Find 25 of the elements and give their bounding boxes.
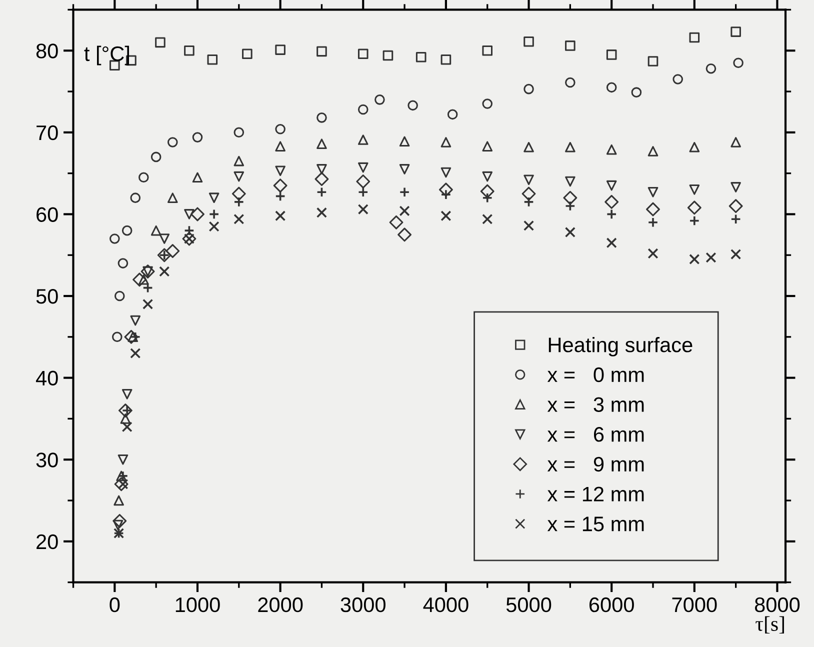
y-tick-label: 80	[36, 44, 58, 58]
legend-label: x = 15 mm	[547, 516, 644, 532]
x-tick-label: 2000	[258, 597, 303, 612]
y-tick-label: 40	[36, 370, 58, 386]
x-tick-label: 6000	[589, 597, 634, 612]
legend-label: x = 3 mm	[547, 397, 644, 412]
legend-label: x = 12 mm	[547, 486, 644, 502]
legend-label: x = 9 mm	[547, 456, 644, 472]
legend-label: x = 6 mm	[547, 427, 644, 442]
legend-label: Heating surface	[548, 336, 692, 356]
y-axis-title: t [°C]	[84, 46, 129, 66]
x-tick-label: 1000	[176, 597, 220, 612]
legend-label: x = 0 mm	[547, 367, 644, 382]
x-axis-title: τ[s]	[756, 616, 784, 634]
y-tick-label: 70	[36, 125, 58, 140]
x-tick-label: 7000	[672, 597, 717, 612]
y-tick-label: 50	[36, 289, 58, 304]
x-tick-label: 5000	[506, 597, 552, 612]
y-tick-label: 60	[36, 207, 58, 222]
x-tick-label: 8000	[754, 597, 800, 612]
y-tick-label: 30	[36, 452, 58, 468]
x-tick-label: 3000	[340, 597, 386, 612]
y-tick-label: 20	[36, 534, 58, 550]
x-tick-label: 0	[110, 597, 120, 612]
x-tick-label: 4000	[423, 597, 468, 612]
